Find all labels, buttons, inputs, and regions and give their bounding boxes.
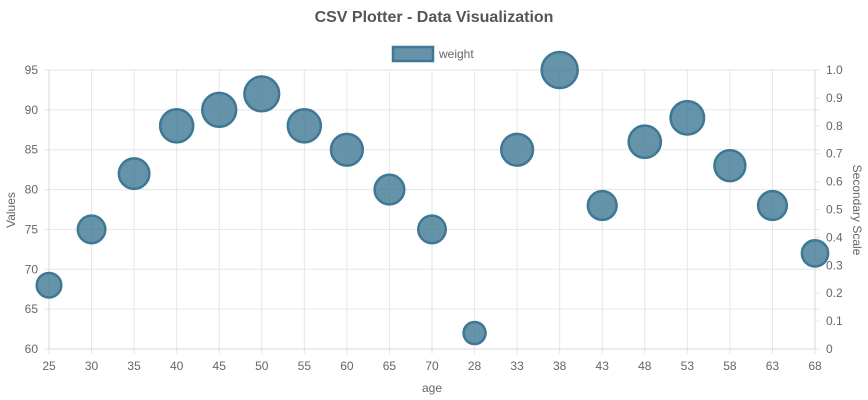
x-tick-label: 43 <box>596 359 610 373</box>
x-tick-label: 53 <box>681 359 695 373</box>
bubble-point[interactable] <box>201 91 238 129</box>
y2-tick-label: 0.1 <box>826 314 843 328</box>
x-tick-label: 60 <box>340 359 354 373</box>
y2-tick-label: 0.2 <box>826 286 843 300</box>
grid-layer <box>44 69 820 354</box>
x-tick-label: 55 <box>298 359 312 373</box>
y2-tick-label: 0.7 <box>826 147 843 161</box>
y-tick-label: 90 <box>25 103 39 117</box>
bubble-point[interactable] <box>499 132 535 167</box>
y-tick-label: 70 <box>25 262 39 276</box>
y-tick-label: 80 <box>25 183 39 197</box>
x-tick-label: 63 <box>766 359 780 373</box>
bubble-point[interactable] <box>540 50 579 90</box>
bubble-point[interactable] <box>627 124 663 160</box>
y2-tick-label: 0.9 <box>826 91 843 105</box>
x-tick-label: 68 <box>808 359 822 373</box>
x-tick-label: 48 <box>638 359 652 373</box>
x-axis-label: age <box>422 381 442 395</box>
chart-title: CSV Plotter - Data Visualization <box>314 9 554 26</box>
y2-tick-label: 0.5 <box>826 203 843 217</box>
bubble-point[interactable] <box>713 148 747 183</box>
x-tick-label: 58 <box>723 359 737 373</box>
bubble-point[interactable] <box>373 173 406 206</box>
x-tick-label: 65 <box>383 359 397 373</box>
x-tick-label: 45 <box>213 359 227 373</box>
bubble-point[interactable] <box>158 108 195 144</box>
bubble-point[interactable] <box>329 132 365 167</box>
y2-axis-label: Secondary Scale <box>850 165 864 256</box>
x-tick-label: 35 <box>127 359 141 373</box>
bubble-point[interactable] <box>76 214 107 245</box>
bubble-point[interactable] <box>286 108 323 144</box>
legend-swatch-weight[interactable] <box>391 45 435 63</box>
legend[interactable]: weight <box>391 45 474 63</box>
axis-layer: 25 30 35 40 45 50 55 60 65 70 28 33 38 43 48 53 58 63 68 60… <box>25 63 843 373</box>
legend-label-weight[interactable]: weight <box>438 47 474 61</box>
y-tick-label: 75 <box>25 222 39 236</box>
y2-tick-label: 0 <box>826 342 833 356</box>
bubble-point[interactable] <box>117 157 151 191</box>
y-axis-label: Values <box>4 192 18 228</box>
bubble-point[interactable] <box>243 75 281 113</box>
x-tick-label: 40 <box>170 359 184 373</box>
y-tick-label: 65 <box>25 302 39 316</box>
x-tick-label: 28 <box>468 359 482 373</box>
y-tick-label: 60 <box>25 342 39 356</box>
bubble-layer <box>35 50 830 346</box>
x-tick-label: 30 <box>85 359 99 373</box>
y-tick-label: 85 <box>25 143 39 157</box>
y2-tick-label: 0.8 <box>826 119 843 133</box>
bubble-point[interactable] <box>35 271 63 299</box>
bubble-point[interactable] <box>586 189 618 222</box>
x-tick-label: 25 <box>42 359 56 373</box>
y2-tick-label: 0.4 <box>826 230 843 244</box>
y2-tick-label: 0.6 <box>826 175 843 189</box>
y2-tick-label: 0.3 <box>826 258 843 272</box>
bubble-point[interactable] <box>756 189 789 222</box>
bubble-point[interactable] <box>800 238 830 268</box>
x-tick-label: 70 <box>425 359 439 373</box>
x-tick-label: 33 <box>510 359 524 373</box>
x-tick-label: 38 <box>553 359 567 373</box>
bubble-point[interactable] <box>416 214 448 245</box>
x-tick-label: 50 <box>255 359 269 373</box>
y2-tick-label: 1.0 <box>826 63 843 77</box>
y-tick-label: 95 <box>25 63 39 77</box>
bubble-point[interactable] <box>669 99 706 136</box>
bubble-point[interactable] <box>462 320 487 346</box>
